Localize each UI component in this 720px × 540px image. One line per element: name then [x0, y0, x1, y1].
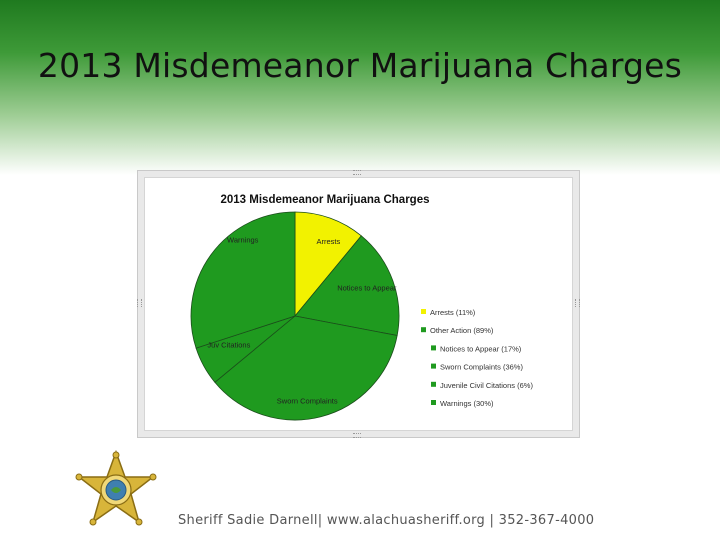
pie-slice-sworn-complaints: [214, 315, 398, 421]
pie-slice-arrests: [294, 211, 362, 318]
sheriff-star-badge-icon: [75, 450, 157, 526]
pie-slice-notices-to-appear: [294, 235, 400, 336]
slide-title: 2013 Misdemeanor Marijuana Charges: [37, 46, 683, 85]
pie-slice-labels: Arrests Notices to Appear Sworn Complaints…: [207, 235, 397, 405]
resize-handle-bottom[interactable]: [353, 433, 361, 438]
legend-entry: Juvenile Civil Citations (6%): [440, 381, 533, 390]
pie-slice-warnings: [190, 211, 296, 349]
legend-swatch: [421, 309, 426, 314]
legend-entry: Sworn Complaints (36%): [440, 363, 523, 372]
header-band: [0, 0, 720, 175]
legend-entry: Other Action (89%): [430, 326, 494, 335]
chart-legend: Arrests (11%) Other Action (89%) Notices t…: [421, 308, 533, 408]
pie-slices: [190, 211, 400, 421]
pie-slice-label: Notices to Appear: [337, 284, 397, 293]
resize-handle-top[interactable]: [353, 170, 361, 175]
pie-slice-label: Arrests: [316, 237, 340, 246]
legend-swatch: [431, 363, 436, 369]
pie-slice-label: Warnings: [227, 235, 259, 244]
chart-title: 2013 Misdemeanor Marijuana Charges: [221, 194, 430, 206]
pie-slice-label: Sworn Complaints: [277, 396, 338, 405]
legend-entry: Arrests (11%): [430, 308, 476, 317]
chart-area: 2013 Misdemeanor Marijuana Charges Arres…: [144, 177, 573, 431]
legend-swatch: [421, 327, 426, 333]
pie-chart: 2013 Misdemeanor Marijuana Charges Arres…: [190, 194, 533, 421]
resize-handle-right[interactable]: [575, 299, 580, 307]
resize-handle-left[interactable]: [137, 299, 142, 307]
legend-swatch: [431, 381, 436, 387]
legend-entry: Notices to Appear (17%): [440, 344, 522, 353]
chart-frame[interactable]: 2013 Misdemeanor Marijuana Charges Arres…: [137, 170, 580, 438]
legend-swatch: [431, 345, 436, 351]
footer-contact: Sheriff Sadie Darnell| www.alachuasherif…: [178, 513, 595, 528]
legend-swatch: [431, 400, 436, 405]
pie-slice-label: Juv Citations: [207, 341, 250, 350]
legend-entry: Warnings (30%): [440, 399, 494, 408]
